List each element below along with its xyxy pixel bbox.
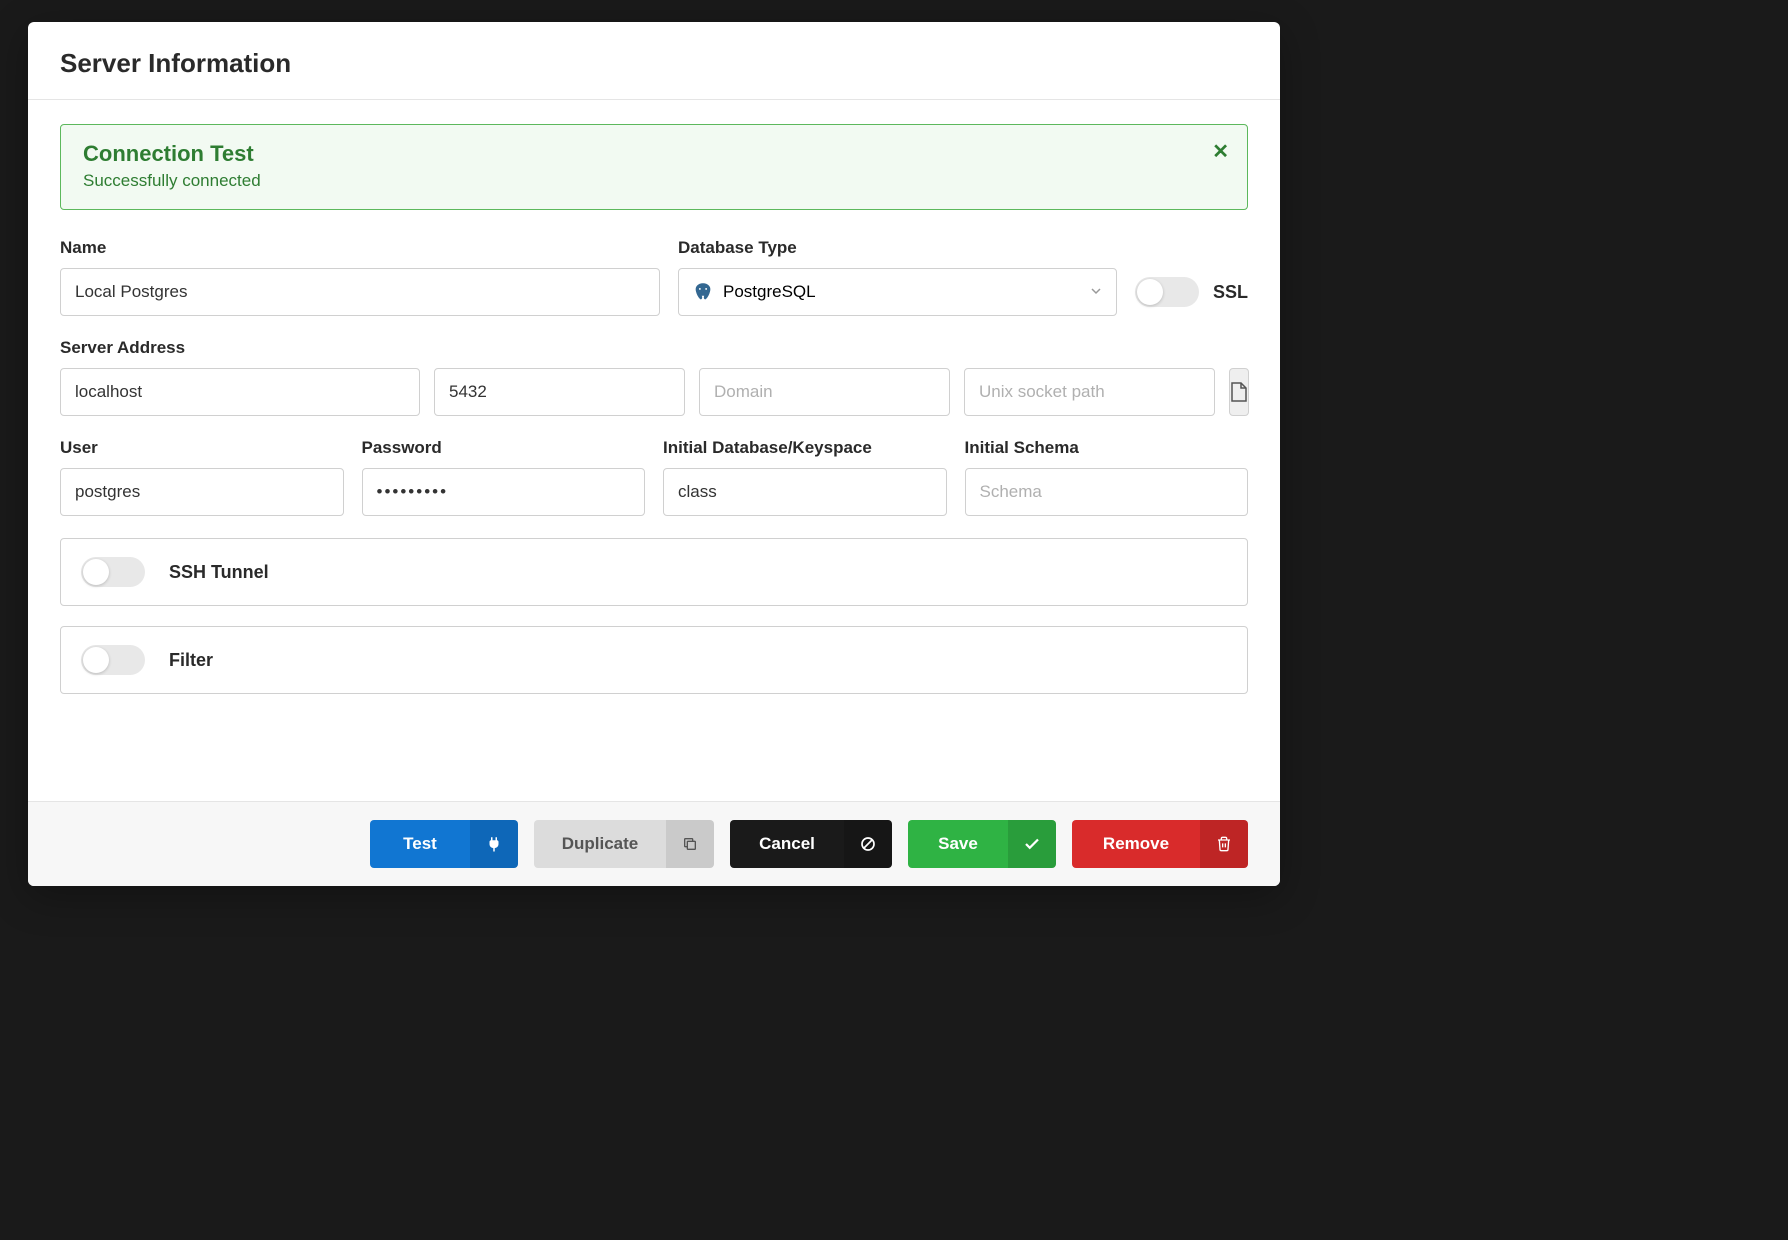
- domain-input[interactable]: [699, 368, 950, 416]
- filter-toggle[interactable]: [81, 645, 145, 675]
- row-credentials: User Password Initial Database/Keyspace …: [60, 438, 1248, 516]
- name-input[interactable]: [60, 268, 660, 316]
- initial-schema-label: Initial Schema: [965, 438, 1249, 458]
- dbtype-group: Database Type PostgreSQL: [678, 238, 1117, 316]
- save-button[interactable]: Save: [908, 820, 1056, 868]
- modal-footer: Test Duplicate Cancel Save Remove: [28, 801, 1280, 886]
- modal-body: Connection Test Successfully connected ✕…: [28, 100, 1280, 801]
- host-input[interactable]: [60, 368, 420, 416]
- alert-title: Connection Test: [83, 141, 1225, 167]
- password-group: Password: [362, 438, 646, 516]
- cancel-button[interactable]: Cancel: [730, 820, 892, 868]
- toggle-knob: [83, 559, 109, 585]
- name-group: Name: [60, 238, 660, 316]
- modal-header: Server Information: [28, 22, 1280, 100]
- close-icon[interactable]: ✕: [1212, 139, 1229, 164]
- cancel-icon: [844, 820, 892, 868]
- remove-button[interactable]: Remove: [1072, 820, 1248, 868]
- file-icon: [1230, 382, 1248, 402]
- save-button-label: Save: [908, 834, 1008, 854]
- server-info-modal: Server Information Connection Test Succe…: [28, 22, 1280, 886]
- user-input[interactable]: [60, 468, 344, 516]
- ssh-tunnel-toggle[interactable]: [81, 557, 145, 587]
- dbtype-value: PostgreSQL: [723, 282, 816, 302]
- alert-message: Successfully connected: [83, 171, 1225, 191]
- port-input[interactable]: [434, 368, 685, 416]
- check-icon: [1008, 820, 1056, 868]
- toggle-knob: [1137, 279, 1163, 305]
- connection-test-alert: Connection Test Successfully connected ✕: [60, 124, 1248, 210]
- password-input[interactable]: [362, 468, 646, 516]
- user-group: User: [60, 438, 344, 516]
- postgresql-icon: [693, 282, 713, 302]
- unix-socket-input[interactable]: [964, 368, 1215, 416]
- unix-socket-group: [964, 368, 1215, 416]
- name-label: Name: [60, 238, 660, 258]
- row-server-address: Server Address: [60, 338, 1248, 416]
- ssl-group: SSL: [1135, 268, 1248, 316]
- chevron-down-icon: [1090, 282, 1102, 302]
- copy-icon: [666, 820, 714, 868]
- ssh-tunnel-panel: SSH Tunnel: [60, 538, 1248, 606]
- initial-db-input[interactable]: [663, 468, 947, 516]
- browse-file-button[interactable]: [1229, 368, 1249, 416]
- filter-panel: Filter: [60, 626, 1248, 694]
- ssl-toggle[interactable]: [1135, 277, 1199, 307]
- remove-button-label: Remove: [1072, 834, 1200, 854]
- filter-label: Filter: [169, 650, 213, 671]
- plug-icon: [470, 820, 518, 868]
- host-group: Server Address: [60, 338, 420, 416]
- initial-db-label: Initial Database/Keyspace: [663, 438, 947, 458]
- ssl-label: SSL: [1213, 282, 1248, 303]
- domain-group: [699, 368, 950, 416]
- dbtype-label: Database Type: [678, 238, 1117, 258]
- ssh-tunnel-label: SSH Tunnel: [169, 562, 269, 583]
- duplicate-button[interactable]: Duplicate: [534, 820, 714, 868]
- test-button[interactable]: Test: [370, 820, 518, 868]
- initial-db-group: Initial Database/Keyspace: [663, 438, 947, 516]
- server-address-label: Server Address: [60, 338, 420, 358]
- port-group: [434, 368, 685, 416]
- modal-title: Server Information: [60, 48, 1248, 79]
- toggle-knob: [83, 647, 109, 673]
- duplicate-button-label: Duplicate: [534, 834, 666, 854]
- row-name-dbtype: Name Database Type PostgreSQL: [60, 238, 1248, 316]
- test-button-label: Test: [370, 834, 470, 854]
- user-label: User: [60, 438, 344, 458]
- initial-schema-input[interactable]: [965, 468, 1249, 516]
- password-label: Password: [362, 438, 646, 458]
- cancel-button-label: Cancel: [730, 834, 844, 854]
- trash-icon: [1200, 820, 1248, 868]
- initial-schema-group: Initial Schema: [965, 438, 1249, 516]
- dbtype-select[interactable]: PostgreSQL: [678, 268, 1117, 316]
